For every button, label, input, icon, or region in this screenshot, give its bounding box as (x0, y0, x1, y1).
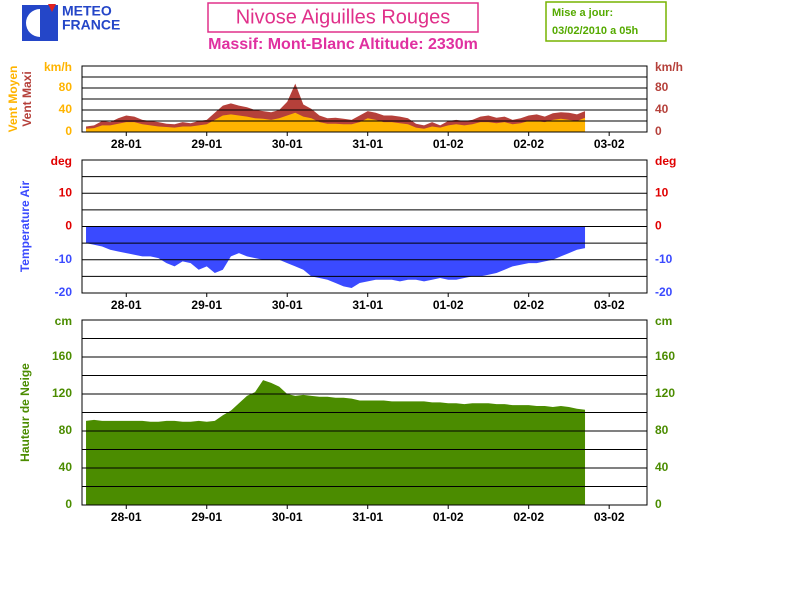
y2-tick-label: 80 (655, 80, 669, 94)
y-axis-label: Vent Moyen (6, 66, 20, 133)
x-tick-label: 02-02 (513, 137, 544, 151)
logo-text: FRANCE (62, 17, 120, 33)
y-tick-label: 120 (52, 386, 72, 400)
y2-tick-label: 0 (655, 124, 662, 138)
y2-tick-label: 160 (655, 349, 675, 363)
y-tick-label: 0 (65, 219, 72, 233)
plot-frame (81, 159, 648, 294)
x-tick-label: 30-01 (272, 510, 303, 524)
y2-tick-label: 0 (655, 219, 662, 233)
area (86, 112, 586, 132)
logo-triangle (48, 4, 56, 12)
x-tick-label: 28-01 (111, 137, 142, 151)
title-box (207, 2, 479, 33)
area (86, 226, 586, 289)
y2-unit: deg (655, 154, 676, 168)
chart-title: Nivose Aiguilles Rouges (236, 6, 451, 28)
y-tick-label: 0 (65, 124, 72, 138)
y2-unit: km/h (655, 60, 683, 74)
x-tick-label: 30-01 (272, 137, 303, 151)
y-unit: km/h (44, 60, 72, 74)
logo: METEO FRANCE (22, 3, 120, 41)
y-tick-label: 80 (59, 423, 73, 437)
x-tick-label: 01-02 (433, 298, 464, 312)
x-tick-label: 28-01 (111, 298, 142, 312)
y-tick-label: 160 (52, 349, 72, 363)
y-unit: cm (55, 314, 72, 328)
y-axis-label: Hauteur de Neige (18, 363, 32, 462)
y-tick-label: 80 (59, 80, 73, 94)
y-tick-label: 40 (59, 460, 73, 474)
y2-unit: cm (655, 314, 672, 328)
update-time: 03/02/2010 a 05h (552, 25, 639, 37)
x-tick-label: 01-02 (433, 137, 464, 151)
y2-tick-label: 40 (655, 460, 669, 474)
x-tick-label: 29-01 (191, 137, 222, 151)
update-box (545, 1, 667, 42)
y-axis-label: Vent Maxi (20, 71, 34, 126)
plot-frame (81, 65, 648, 133)
y2-tick-label: 80 (655, 423, 669, 437)
logo-half-circle (26, 9, 40, 37)
x-tick-label: 03-02 (594, 510, 625, 524)
logo-text: METEO (62, 3, 112, 19)
x-tick-label: 28-01 (111, 510, 142, 524)
y2-tick-label: 40 (655, 102, 669, 116)
y-tick-label: 40 (59, 102, 73, 116)
update-label: Mise a jour: (552, 7, 613, 19)
x-tick-label: 31-01 (352, 137, 383, 151)
x-tick-label: 01-02 (433, 510, 464, 524)
x-tick-label: 02-02 (513, 298, 544, 312)
y2-tick-label: -10 (655, 252, 673, 266)
y2-tick-label: 0 (655, 497, 662, 511)
area (86, 83, 586, 132)
y2-tick-label: -20 (655, 285, 673, 299)
x-tick-label: 03-02 (594, 298, 625, 312)
y2-tick-label: 120 (655, 386, 675, 400)
y-axis-label: Temperature Air (18, 180, 32, 272)
x-tick-label: 30-01 (272, 298, 303, 312)
y-unit: deg (51, 154, 72, 168)
x-tick-label: 31-01 (352, 510, 383, 524)
y-tick-label: 10 (59, 185, 73, 199)
plot-frame (81, 319, 648, 506)
y2-tick-label: 10 (655, 185, 669, 199)
y-tick-label: -10 (55, 252, 73, 266)
y-tick-label: 0 (65, 497, 72, 511)
x-tick-label: 02-02 (513, 510, 544, 524)
chart-subtitle: Massif: Mont-Blanc Altitude: 2330m (208, 36, 478, 53)
area (86, 380, 586, 505)
x-tick-label: 31-01 (352, 298, 383, 312)
x-tick-label: 29-01 (191, 510, 222, 524)
y-tick-label: -20 (55, 285, 73, 299)
x-tick-label: 29-01 (191, 298, 222, 312)
x-tick-label: 03-02 (594, 137, 625, 151)
